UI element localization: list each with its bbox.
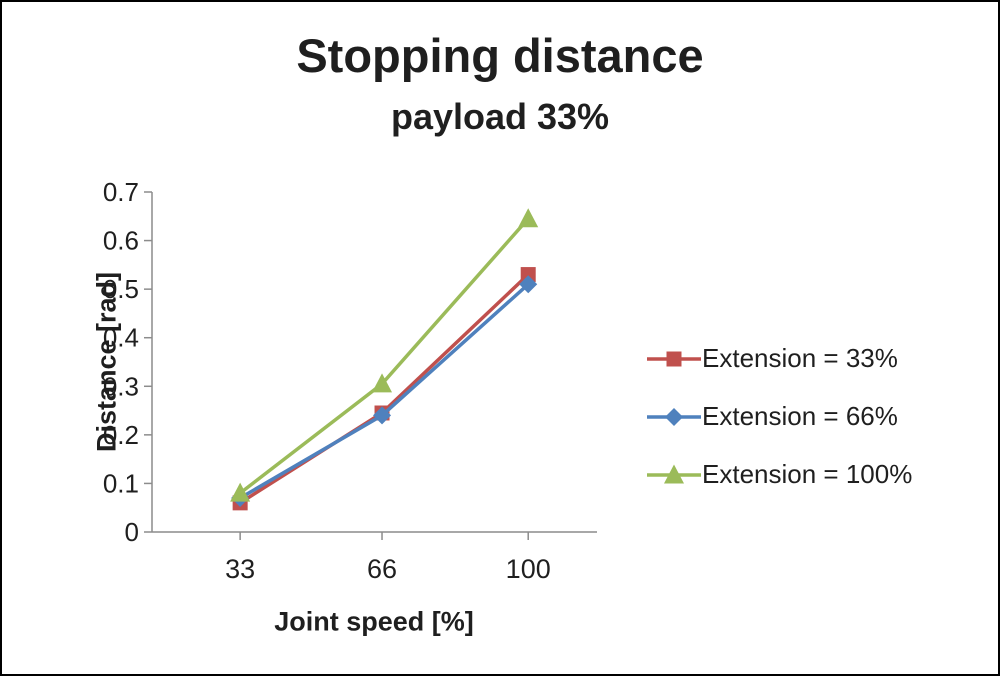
- y-tick-label: 0.7: [103, 177, 139, 207]
- y-tick-label: 0.2: [103, 420, 139, 450]
- legend: Extension = 33% Extension = 66% Extension …: [647, 341, 912, 492]
- marker-diamond: [373, 406, 392, 425]
- marker-square: [520, 267, 536, 283]
- y-tick-label: 0: [125, 517, 139, 547]
- legend-marker-square: [647, 351, 701, 366]
- marker-triangle: [230, 482, 251, 502]
- x-tick-label: 33: [225, 554, 255, 584]
- legend-label: Extension = 33%: [702, 343, 898, 373]
- marker-square: [666, 351, 682, 366]
- x-tick-label: 66: [367, 554, 397, 584]
- chart-subtitle: payload 33%: [390, 96, 610, 137]
- y-tick-label: 0.5: [103, 274, 139, 304]
- legend-marker-triangle: [647, 464, 701, 483]
- x-axis-title: Joint speed [%]: [274, 606, 474, 637]
- legend-entry: Extension = 100%: [647, 457, 912, 492]
- legend-entry: Extension = 33%: [647, 341, 912, 376]
- legend-label: Extension = 100%: [702, 459, 913, 489]
- legend-label: Extension = 66%: [702, 401, 898, 431]
- y-tick-label: 0.1: [103, 468, 139, 498]
- series-triangle: [230, 208, 539, 502]
- marker-diamond: [665, 407, 683, 426]
- marker-triangle: [372, 373, 393, 393]
- y-axis-title: Distance [rad]: [91, 271, 122, 453]
- marker-diamond: [519, 275, 538, 294]
- marker-triangle: [518, 208, 539, 228]
- marker-triangle: [664, 464, 684, 483]
- y-tick-label: 0.6: [103, 226, 139, 256]
- series-line: [239, 217, 530, 495]
- legend-entry: Extension = 66%: [647, 399, 912, 434]
- legend-marker-diamond: [647, 407, 701, 426]
- chart-title: Stopping distance: [296, 29, 704, 82]
- x-tick-label: 100: [506, 554, 551, 584]
- y-tick-label: 0.4: [103, 323, 139, 353]
- y-tick-label: 0.3: [103, 371, 139, 401]
